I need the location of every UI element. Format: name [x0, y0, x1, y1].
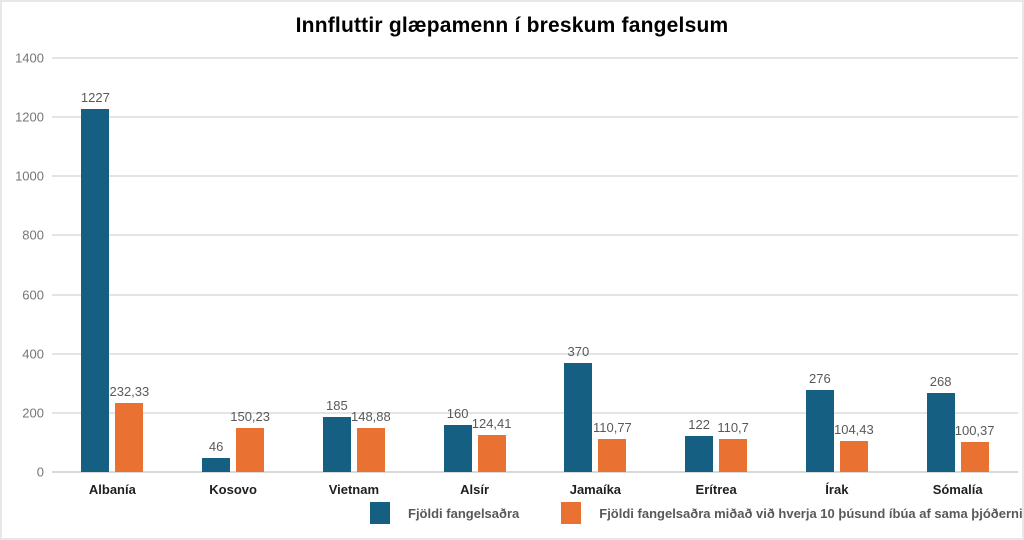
- data-label-series1-vietnam: 185: [326, 398, 348, 414]
- y-axis-tick-label: 1200: [15, 109, 44, 125]
- data-label-series2-kosovo: 150,23: [230, 408, 271, 424]
- bar-series1-jamaíka: [564, 362, 593, 472]
- data-label-series1-kosovo: 46: [208, 439, 224, 455]
- gridline-y-600: [52, 293, 1018, 296]
- category-label-albanía: Albanía: [88, 482, 136, 497]
- bar-series2-írak: [839, 441, 868, 472]
- legend-item-series1: Fjöldi fangelsaðra: [370, 502, 519, 524]
- bar-series2-erítrea: [719, 439, 748, 472]
- y-axis-tick-label: 1400: [15, 50, 44, 66]
- legend-label-series1: Fjöldi fangelsaðra: [408, 505, 520, 521]
- bar-group-vietnam: 185 148,88 Vietnam: [294, 58, 415, 497]
- y-axis-tick-label: 400: [22, 346, 44, 362]
- y-axis-tick-label: 800: [22, 227, 44, 243]
- legend-swatch-series2: [561, 502, 582, 524]
- data-label-series2-alsír: 124,41: [471, 416, 512, 432]
- bar-series1-erítrea: [685, 435, 714, 472]
- bar-series2-kosovo: [236, 427, 265, 472]
- legend-swatch-series1: [370, 502, 390, 524]
- bar-series1-kosovo: [202, 458, 231, 472]
- gridline-y-0: [52, 471, 1018, 473]
- bar-group-jamaíka: 370 110,77 Jamaíka: [535, 58, 656, 497]
- gridline-y-1200: [52, 116, 1018, 119]
- data-label-series2-írak: 104,43: [833, 422, 874, 438]
- category-label-vietnam: Vietnam: [328, 482, 380, 497]
- legend-label-series2: Fjöldi fangelsaðra miðað við hverja 10 þ…: [599, 505, 1023, 521]
- y-axis-tick-label: 600: [22, 287, 44, 303]
- data-label-series2-albanía: 232,33: [109, 384, 150, 400]
- bar-series1-sómalía: [926, 392, 955, 472]
- data-label-series1-sómalía: 268: [929, 373, 952, 389]
- bar-series1-alsír: [443, 424, 472, 472]
- bar-series1-írak: [805, 390, 834, 472]
- legend: Fjöldi fangelsaðra Fjöldi fangelsaðra mið…: [370, 502, 1022, 524]
- data-label-series1-írak: 276: [809, 371, 831, 387]
- data-label-series1-erítrea: 122: [688, 416, 710, 432]
- bar-group-albanía: 1227 232,33 Albanía: [52, 58, 173, 497]
- y-axis-tick-label: 1000: [15, 168, 44, 184]
- legend-item-series2: Fjöldi fangelsaðra miðað við hverja 10 þ…: [561, 502, 1022, 524]
- bar-group-kosovo: 46 150,23 Kosovo: [173, 58, 294, 497]
- bar-series2-albanía: [115, 403, 144, 472]
- gridline-y-1400: [52, 57, 1018, 59]
- bar-group-írak: 276 104,43 Írak: [777, 58, 898, 497]
- data-label-series2-vietnam: 148,88: [350, 408, 391, 424]
- plot-area: 0 200 400 600 800 1000 1200 1400 1227 232,33 Alban…: [15, 51, 1018, 497]
- bar-group-sómalía: 268 100,37 Sómalía: [897, 58, 1018, 497]
- bar-series1-albanía: [81, 109, 110, 472]
- gridline-y-200: [52, 411, 1018, 414]
- bar-group-erítrea: 122 110,7 Erítrea: [656, 58, 777, 497]
- bar-series2-sómalía: [960, 442, 989, 472]
- category-label-erítrea: Erítrea: [695, 482, 737, 497]
- gridline-y-800: [52, 234, 1018, 237]
- category-label-alsír: Alsír: [460, 482, 490, 497]
- category-label-kosovo: Kosovo: [209, 482, 257, 497]
- chart-title: Innfluttir glæpamenn í breskum fangelsum: [295, 14, 729, 37]
- bar-series2-alsír: [477, 435, 506, 472]
- bar-series2-vietnam: [356, 427, 385, 472]
- data-label-series1-albanía: 1227: [80, 90, 110, 106]
- data-label-series2-erítrea: 110,7: [717, 420, 749, 436]
- bar-series2-jamaíka: [598, 439, 627, 472]
- data-label-series1-alsír: 160: [446, 405, 469, 421]
- data-label-series2-sómalía: 100,37: [954, 423, 995, 439]
- category-label-írak: Írak: [825, 482, 849, 497]
- category-label-sómalía: Sómalía: [932, 482, 983, 497]
- gridline-y-400: [52, 352, 1018, 355]
- category-label-jamaíka: Jamaíka: [569, 482, 622, 497]
- y-axis-tick-label: 0: [36, 464, 44, 480]
- bar-series1-vietnam: [322, 417, 351, 472]
- gridline-y-1000: [52, 175, 1018, 178]
- y-axis-tick-label: 200: [22, 405, 44, 421]
- data-label-series1-jamaíka: 370: [567, 343, 590, 359]
- data-label-series2-jamaíka: 110,77: [592, 420, 632, 436]
- bar-group-alsír: 160 124,41 Alsír: [414, 58, 535, 497]
